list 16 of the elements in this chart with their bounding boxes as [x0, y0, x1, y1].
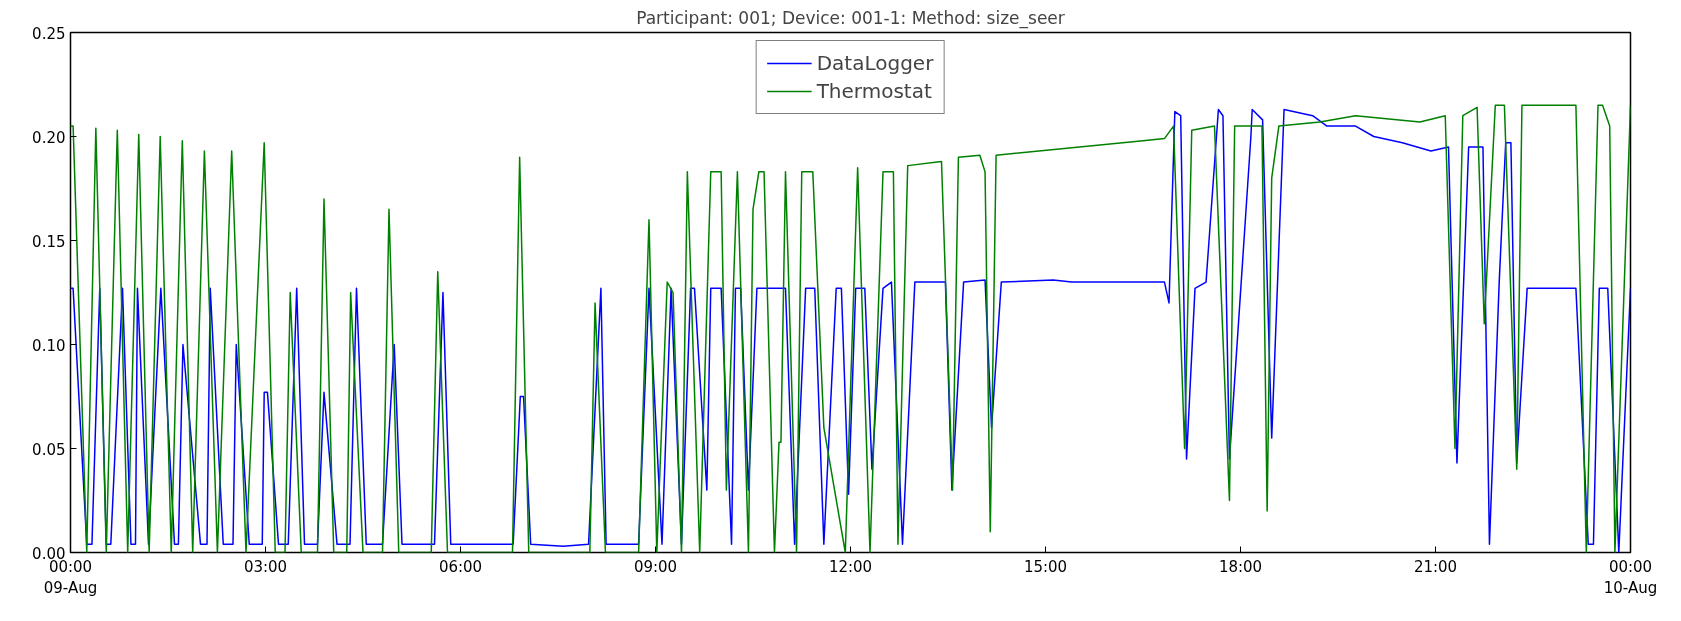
x-tick-label: 06:00: [438, 557, 483, 576]
y-tick-label: 0.15: [32, 232, 66, 251]
y-tick-label: 0.10: [32, 336, 66, 355]
y-tick-label: 0.20: [32, 128, 66, 147]
x-tick-label: 03:00: [243, 557, 288, 576]
x-tick-label: 00:00 10-Aug: [1603, 557, 1658, 598]
x-tick-label: 18:00: [1218, 557, 1263, 576]
x-tick-label: 12:00: [828, 557, 873, 576]
x-tick-label: 15:00: [1023, 557, 1068, 576]
legend-label: Thermostat: [816, 79, 932, 103]
legend-label: DataLogger: [816, 51, 934, 75]
chart-title: Participant: 001; Device: 001-1: Method: size_seer: [636, 7, 1065, 29]
x-tick-label: 21:00: [1413, 557, 1458, 576]
x-tick-label: 09:00: [633, 557, 678, 576]
y-tick-label: 0.25: [32, 24, 66, 43]
y-tick-label: 0.05: [32, 440, 66, 459]
